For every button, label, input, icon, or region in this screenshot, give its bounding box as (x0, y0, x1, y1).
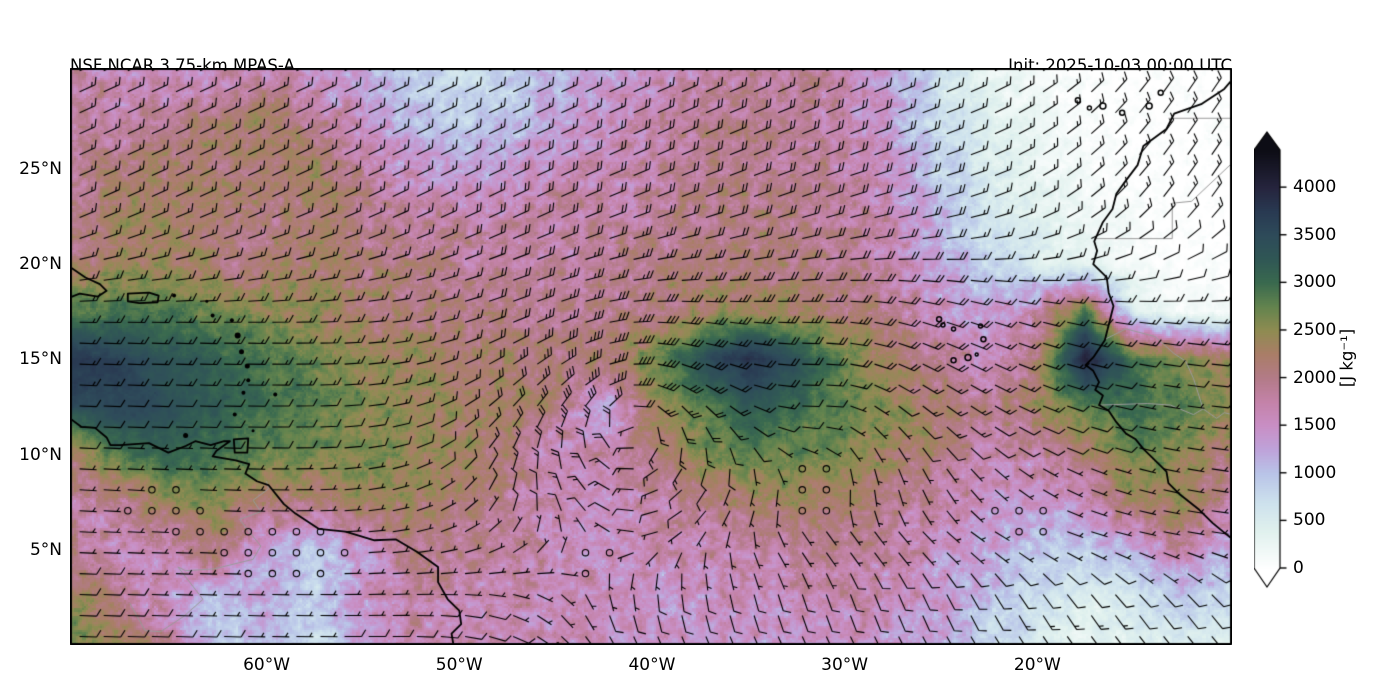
x-tick-label: 30°W (821, 655, 869, 675)
colorbar-tick-label: 1500 (1293, 415, 1337, 436)
y-tick-label: 15°N (19, 349, 62, 370)
colorbar-tick-label: 1000 (1293, 462, 1337, 483)
y-tick-label: 25°N (19, 158, 62, 179)
x-tick-label: 60°W (243, 655, 291, 675)
colorbar-tick-label: 3500 (1293, 224, 1337, 245)
y-tick-label: 5°N (29, 539, 62, 560)
y-tick-label: 20°N (19, 254, 62, 275)
colorbar-tick-label: 500 (1293, 510, 1326, 531)
colorbar-tick-label: 2000 (1293, 367, 1337, 388)
colorbar-tick-label: 3000 (1293, 272, 1337, 293)
y-tick-label: 10°N (19, 444, 62, 465)
colorbar-tick-label: 4000 (1293, 177, 1337, 198)
x-tick-label: 20°W (1013, 655, 1061, 675)
x-tick-label: 40°W (628, 655, 676, 675)
colorbar-tick-label: 2500 (1293, 319, 1337, 340)
x-tick-label: 50°W (435, 655, 483, 675)
colorbar-tick-label: 0 (1293, 558, 1304, 578)
map-canvas (70, 68, 1232, 645)
colorbar-label: [J kg⁻¹] (1337, 328, 1357, 388)
colorbar (1254, 130, 1290, 592)
map-panel (70, 68, 1232, 645)
